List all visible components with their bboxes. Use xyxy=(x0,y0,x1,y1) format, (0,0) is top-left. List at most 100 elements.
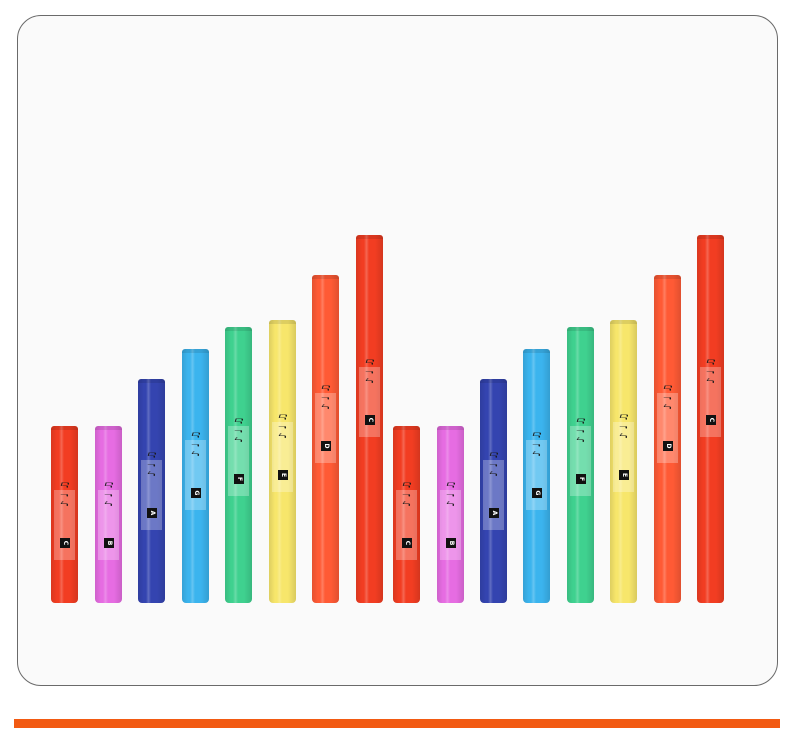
tube-cap xyxy=(51,426,78,430)
music-notes-decoration: ♪ ♩ ♫ xyxy=(278,412,289,439)
tube-shading xyxy=(610,320,616,603)
music-notes-decoration: ♪ ♩ ♫ xyxy=(60,480,71,507)
tube-cap xyxy=(393,426,420,430)
tube-sticker: ♪ ♩ ♫ D xyxy=(657,383,678,463)
tube-a: ♪ ♩ ♫ A xyxy=(480,379,507,603)
tube-shading xyxy=(233,327,238,603)
tube-shading xyxy=(103,426,108,603)
tube-shading xyxy=(437,426,443,603)
tube-c: ♪ ♩ ♫ C xyxy=(393,426,420,603)
tube-shading xyxy=(51,426,57,603)
note-label: D xyxy=(320,441,331,451)
music-notes-decoration: ♪ ♩ ♫ xyxy=(321,383,332,410)
tube-d: ♪ ♩ ♫ D xyxy=(654,275,681,603)
tube-sticker: ♪ ♩ ♫ B xyxy=(440,480,461,560)
tube-cap xyxy=(610,320,637,324)
tube-shading xyxy=(287,320,296,603)
tube-shading xyxy=(277,320,282,603)
tube-shading xyxy=(498,379,507,603)
tube-c: ♪ ♩ ♫ C xyxy=(356,235,383,603)
note-label: G xyxy=(190,488,201,498)
tube-shading xyxy=(445,426,450,603)
tube-cap xyxy=(182,349,209,353)
music-notes-decoration: ♪ ♩ ♫ xyxy=(104,480,115,507)
tube-cap xyxy=(95,426,122,430)
tube-f: ♪ ♩ ♫ F xyxy=(567,327,594,603)
note-label: C xyxy=(364,415,375,425)
tube-shading xyxy=(190,349,195,603)
tube-e: ♪ ♩ ♫ E xyxy=(269,320,296,603)
music-notes-decoration: ♪ ♩ ♫ xyxy=(147,450,158,477)
tube-shading xyxy=(654,275,660,603)
tube-shading xyxy=(585,327,594,603)
tube-sticker: ♪ ♩ ♫ E xyxy=(613,413,634,492)
tube-shading xyxy=(401,426,406,603)
tube-shading xyxy=(113,426,122,603)
tube-shading xyxy=(523,349,529,603)
tube-shading xyxy=(138,379,144,603)
tube-shading xyxy=(146,379,151,603)
tube-sticker: ♪ ♩ ♫ G xyxy=(526,431,547,510)
tube-f: ♪ ♩ ♫ F xyxy=(225,327,252,603)
tube-c: ♪ ♩ ♫ C xyxy=(697,235,724,603)
tube-g: ♪ ♩ ♫ G xyxy=(182,349,209,603)
tube-cap xyxy=(356,235,383,239)
tube-shading xyxy=(618,320,623,603)
tube-shading xyxy=(662,275,667,603)
note-label: D xyxy=(662,441,673,451)
tube-shading xyxy=(480,379,486,603)
music-notes-decoration: ♪ ♩ ♫ xyxy=(446,480,457,507)
accent-bar xyxy=(14,719,780,728)
note-label: A xyxy=(146,508,157,518)
music-notes-decoration: ♪ ♩ ♫ xyxy=(402,480,413,507)
tube-sticker: ♪ ♩ ♫ F xyxy=(570,416,591,496)
note-label: F xyxy=(575,474,586,484)
tube-shading xyxy=(200,349,209,603)
tube-b: ♪ ♩ ♫ B xyxy=(437,426,464,603)
tube-shading xyxy=(156,379,165,603)
tube-sticker: ♪ ♩ ♫ A xyxy=(141,450,162,530)
tube-shading xyxy=(356,235,362,603)
tube-shading xyxy=(374,235,383,603)
tube-sticker: ♪ ♩ ♫ E xyxy=(272,412,293,492)
tube-cap xyxy=(437,426,464,430)
tube-sticker: ♪ ♩ ♫ G xyxy=(185,431,206,510)
music-notes-decoration: ♪ ♩ ♫ xyxy=(234,416,245,443)
note-label: E xyxy=(618,470,629,480)
tube-cap xyxy=(312,275,339,279)
tube-a: ♪ ♩ ♫ A xyxy=(138,379,165,603)
tube-shading xyxy=(95,426,101,603)
tube-shading xyxy=(672,275,681,603)
note-label: E xyxy=(277,470,288,480)
tube-shading xyxy=(225,327,231,603)
tube-cap xyxy=(225,327,252,331)
tube-d: ♪ ♩ ♫ D xyxy=(312,275,339,603)
tube-e: ♪ ♩ ♫ E xyxy=(610,320,637,603)
music-notes-decoration: ♪ ♩ ♫ xyxy=(663,383,674,410)
tube-sticker: ♪ ♩ ♫ C xyxy=(359,357,380,437)
music-notes-decoration: ♪ ♩ ♫ xyxy=(576,416,587,443)
tube-shading xyxy=(243,327,252,603)
note-label: F xyxy=(233,474,244,484)
tube-cap xyxy=(654,275,681,279)
note-label: B xyxy=(445,538,456,548)
tube-sticker: ♪ ♩ ♫ C xyxy=(700,357,721,437)
note-label: G xyxy=(531,488,542,498)
music-notes-decoration: ♪ ♩ ♫ xyxy=(706,357,717,384)
tube-cap xyxy=(480,379,507,383)
tube-cap xyxy=(523,349,550,353)
tube-shading xyxy=(575,327,580,603)
tube-c: ♪ ♩ ♫ C xyxy=(51,426,78,603)
tube-shading xyxy=(69,426,78,603)
tube-shading xyxy=(531,349,536,603)
music-notes-decoration: ♪ ♩ ♫ xyxy=(365,357,376,384)
tube-shading xyxy=(488,379,493,603)
tube-sticker: ♪ ♩ ♫ C xyxy=(396,480,417,560)
tube-shading xyxy=(312,275,318,603)
tube-shading xyxy=(541,349,550,603)
tube-shading xyxy=(628,320,637,603)
tube-cap xyxy=(269,320,296,324)
note-label: A xyxy=(488,508,499,518)
tube-cap xyxy=(138,379,165,383)
